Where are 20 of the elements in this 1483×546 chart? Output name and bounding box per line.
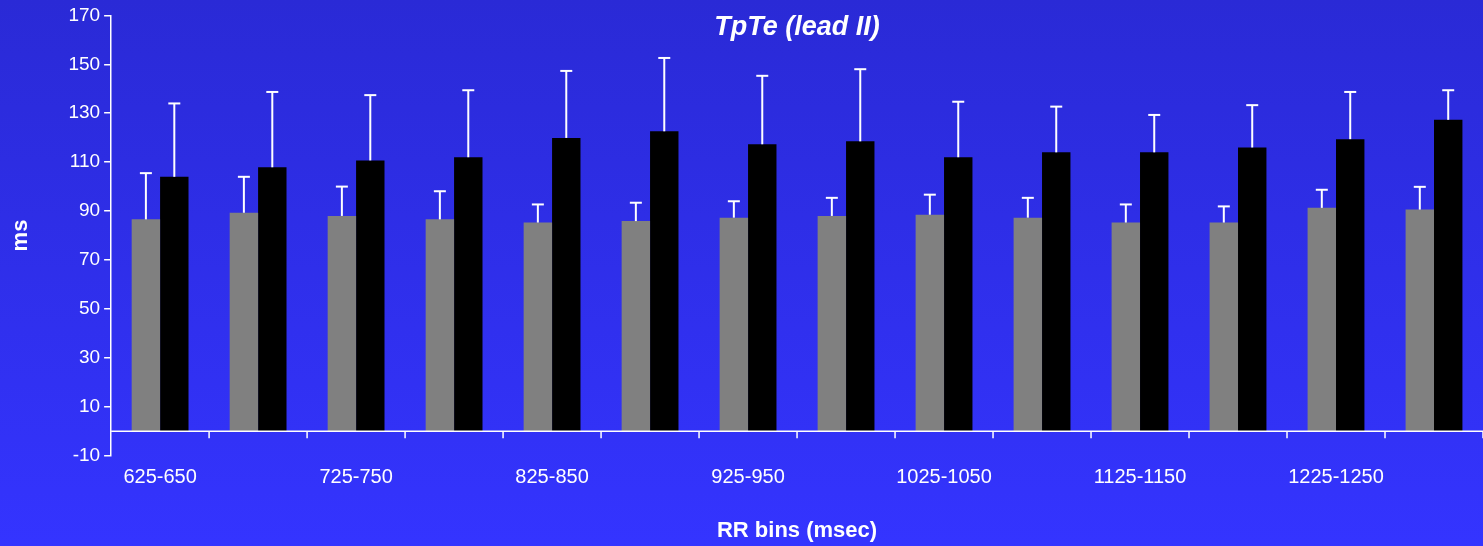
- chart-title: TpTe (lead II): [714, 10, 880, 41]
- x-tick-label: 1125-1150: [1093, 465, 1187, 488]
- y-tick-label: -10: [72, 443, 101, 465]
- x-tick-label: 1025-1050: [896, 465, 992, 488]
- x-tick-label: 925-950: [711, 465, 785, 488]
- x-tick-label: 825-850: [515, 465, 589, 488]
- y-tick-label: 170: [68, 3, 101, 25]
- y-tick-label: 130: [68, 101, 101, 123]
- y-tick-label: 70: [78, 248, 101, 270]
- x-tick-label: 1225-1250: [1288, 465, 1384, 488]
- y-tick-label: 150: [68, 52, 101, 74]
- y-tick-label: 30: [78, 346, 101, 368]
- y-axis-title: ms: [7, 219, 33, 252]
- x-axis-title: RR bins (msec): [716, 516, 878, 542]
- y-tick-label: 50: [78, 297, 101, 319]
- x-tick-label: 625-650: [123, 465, 197, 488]
- y-tick-label: 10: [78, 394, 101, 416]
- y-tick-label: 90: [78, 199, 101, 221]
- y-tick-label: 110: [69, 150, 101, 172]
- x-tick-label: 725-750: [319, 465, 393, 488]
